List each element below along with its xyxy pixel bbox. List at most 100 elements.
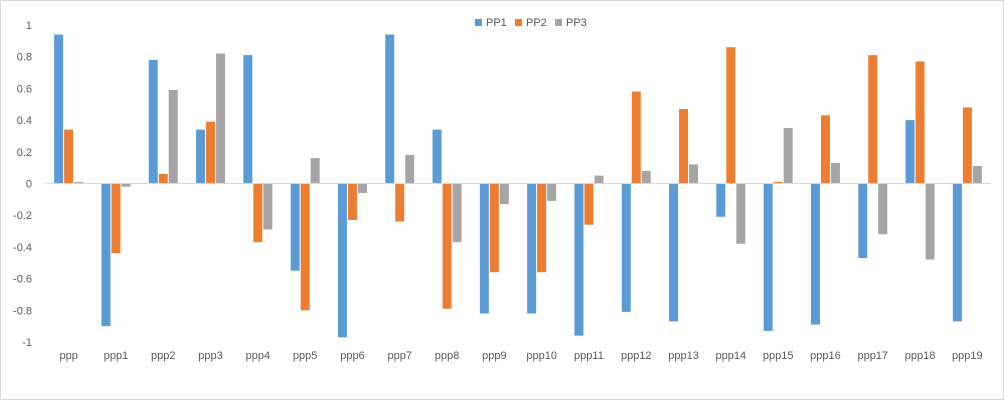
bar-pp1-ppp11 bbox=[574, 183, 584, 336]
bar-pp2-ppp18 bbox=[915, 61, 925, 184]
bar-pp3-ppp10 bbox=[547, 183, 557, 201]
bars bbox=[54, 34, 982, 338]
bar-pp2-ppp13 bbox=[679, 109, 689, 184]
bar-pp3-ppp7 bbox=[405, 154, 415, 184]
bar-pp1-ppp15 bbox=[763, 183, 773, 331]
legend-label-pp1: PP1 bbox=[486, 17, 507, 29]
bar-pp1-ppp19 bbox=[952, 183, 962, 322]
x-tick-label: ppp8 bbox=[435, 350, 459, 362]
bar-pp2-ppp7 bbox=[395, 183, 405, 222]
bar-pp3-ppp18 bbox=[925, 183, 935, 260]
bar-pp1-ppp12 bbox=[621, 183, 631, 312]
x-tick-label: ppp18 bbox=[905, 350, 936, 362]
bar-pp3-ppp17 bbox=[878, 183, 888, 235]
x-tick-label: ppp6 bbox=[340, 350, 364, 362]
bar-pp2-ppp12 bbox=[631, 91, 641, 184]
bar-pp2-ppp9 bbox=[489, 183, 499, 273]
bar-pp3-ppp5 bbox=[310, 158, 320, 184]
y-tick-label: 0.4 bbox=[17, 115, 32, 127]
bar-pp1-ppp2 bbox=[148, 59, 158, 184]
bar-pp1-ppp3 bbox=[196, 129, 206, 184]
y-tick-label: -1 bbox=[22, 337, 32, 349]
x-tick-label: ppp1 bbox=[104, 350, 128, 362]
bar-pp3-ppp19 bbox=[972, 166, 982, 184]
bar-pp3-ppp9 bbox=[499, 183, 509, 205]
bar-pp2-ppp6 bbox=[347, 183, 357, 220]
x-tick-label: ppp17 bbox=[857, 350, 888, 362]
bar-pp3-ppp15 bbox=[783, 128, 793, 184]
y-tick-label: 0.6 bbox=[17, 83, 32, 95]
bar-pp1-ppp7 bbox=[385, 34, 395, 184]
bar-pp3-ppp14 bbox=[736, 183, 746, 244]
x-tick-label: ppp14 bbox=[716, 350, 747, 362]
bar-pp3-ppp1 bbox=[121, 183, 131, 187]
bar-pp2-ppp1 bbox=[111, 183, 121, 254]
x-tick-label: ppp9 bbox=[482, 350, 506, 362]
x-tick-label: ppp15 bbox=[763, 350, 794, 362]
y-tick-label: 0.8 bbox=[17, 52, 32, 64]
legend: PP1 PP2 PP3 bbox=[475, 17, 587, 29]
x-axis-labels: ppp ppp1 ppp2 ppp3 ppp4 ppp5 ppp6 ppp7 ppp8 ppp9 p… bbox=[59, 350, 982, 362]
legend-swatch-pp3 bbox=[555, 19, 562, 26]
bar-pp1-ppp17 bbox=[858, 183, 868, 258]
bar-pp2-ppp15 bbox=[773, 181, 783, 184]
x-tick-label: ppp10 bbox=[526, 350, 557, 362]
bar-pp2-ppp14 bbox=[726, 47, 736, 184]
bar-pp1-ppp bbox=[54, 34, 64, 184]
y-tick-label: -0.8 bbox=[13, 305, 32, 317]
x-tick-label: ppp12 bbox=[621, 350, 652, 362]
y-tick-label: -0.4 bbox=[13, 242, 32, 254]
bar-pp2-ppp5 bbox=[300, 183, 310, 311]
bar-pp2-ppp2 bbox=[158, 173, 168, 184]
bar-pp3-ppp11 bbox=[594, 175, 604, 184]
bar-pp3-ppp13 bbox=[689, 164, 699, 184]
bar-pp2-ppp4 bbox=[253, 183, 263, 243]
bar-pp1-ppp9 bbox=[479, 183, 489, 314]
y-tick-label: 0 bbox=[26, 179, 32, 191]
y-axis-labels: 1 0.8 0.6 0.4 0.2 0 -0.2 -0.4 -0.6 -0.8 -1 bbox=[13, 20, 32, 349]
bar-pp1-ppp5 bbox=[290, 183, 300, 271]
x-tick-label: ppp5 bbox=[293, 350, 317, 362]
bar-pp3-ppp3 bbox=[216, 53, 226, 184]
bar-pp1-ppp14 bbox=[716, 183, 726, 217]
legend-swatch-pp2 bbox=[515, 19, 522, 26]
bar-pp3-ppp12 bbox=[641, 170, 651, 184]
x-tick-label: ppp bbox=[59, 350, 77, 362]
y-tick-label: 1 bbox=[26, 20, 32, 32]
bar-pp2-ppp11 bbox=[584, 183, 594, 225]
bar-pp1-ppp8 bbox=[432, 129, 442, 184]
y-tick-label: 0.2 bbox=[17, 147, 32, 159]
x-tick-label: ppp13 bbox=[668, 350, 699, 362]
bar-pp2-ppp16 bbox=[820, 115, 830, 184]
x-tick-label: ppp19 bbox=[952, 350, 983, 362]
bar-pp3-ppp2 bbox=[168, 89, 178, 184]
bar-pp3-ppp8 bbox=[452, 183, 462, 243]
bar-pp2-ppp10 bbox=[537, 183, 547, 273]
bar-pp2-ppp bbox=[64, 129, 74, 184]
legend-label-pp2: PP2 bbox=[526, 17, 547, 29]
bar-pp2-ppp8 bbox=[442, 183, 452, 309]
bar-pp3-ppp16 bbox=[830, 162, 840, 184]
bar-pp1-ppp10 bbox=[527, 183, 537, 314]
legend-swatch-pp1 bbox=[475, 19, 482, 26]
bar-pp1-ppp6 bbox=[337, 183, 347, 338]
x-tick-label: ppp16 bbox=[810, 350, 841, 362]
y-tick-label: -0.2 bbox=[13, 210, 32, 222]
y-tick-label: -0.6 bbox=[13, 274, 32, 286]
bar-pp1-ppp1 bbox=[101, 183, 111, 327]
bar-pp1-ppp18 bbox=[905, 120, 915, 184]
bar-pp3-ppp6 bbox=[357, 183, 367, 194]
bar-pp3-ppp bbox=[74, 181, 84, 184]
x-tick-label: ppp7 bbox=[388, 350, 412, 362]
x-tick-label: ppp3 bbox=[198, 350, 222, 362]
x-tick-label: ppp2 bbox=[151, 350, 175, 362]
bar-pp1-ppp4 bbox=[243, 55, 253, 184]
x-tick-label: ppp11 bbox=[574, 350, 604, 362]
bar-pp2-ppp19 bbox=[962, 107, 972, 184]
bar-pp2-ppp3 bbox=[206, 121, 216, 184]
x-tick-label: ppp4 bbox=[246, 350, 270, 362]
bar-pp2-ppp17 bbox=[868, 55, 878, 184]
bar-pp1-ppp13 bbox=[669, 183, 679, 322]
